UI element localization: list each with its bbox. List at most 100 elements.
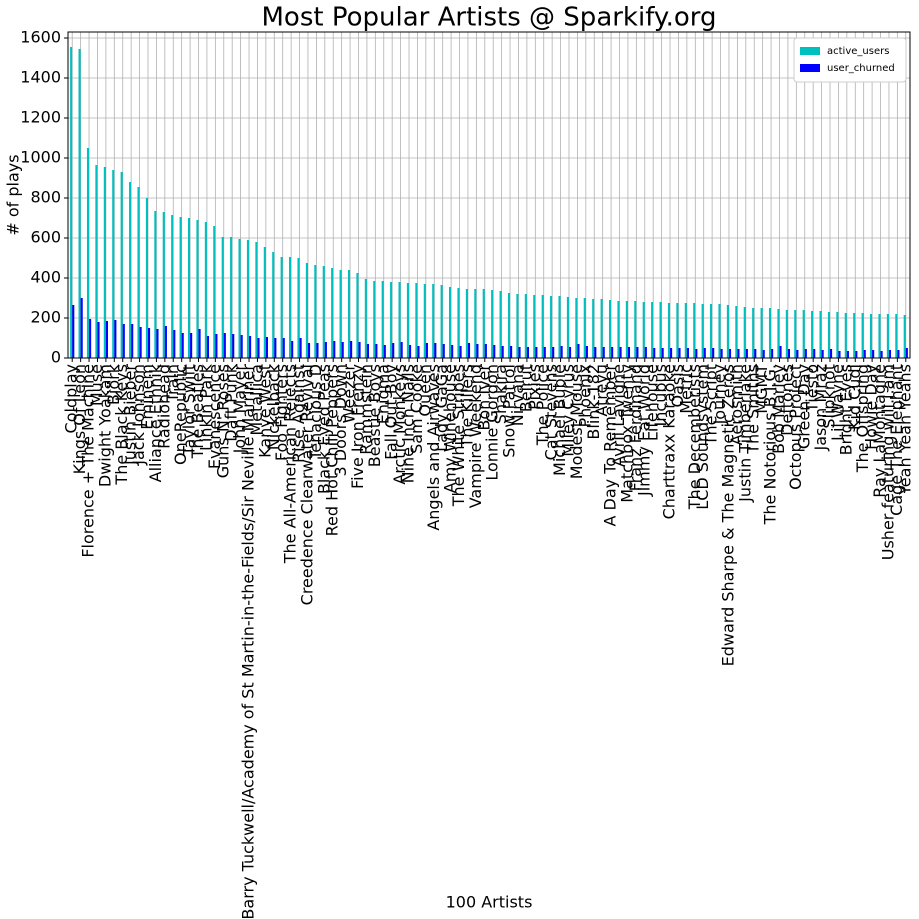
- bar: [289, 257, 292, 358]
- bar: [333, 341, 336, 358]
- bar: [600, 299, 603, 358]
- bar: [861, 313, 864, 358]
- y-tick-label: 1400: [20, 68, 61, 87]
- bar: [796, 350, 799, 358]
- x-tick-label: Angels and Airwaves: [424, 364, 443, 531]
- bar: [331, 268, 334, 358]
- bar: [120, 172, 123, 358]
- x-tick-label: The Smiths: [744, 364, 763, 455]
- x-tick-label: Five Iron Frenzy: [348, 364, 367, 489]
- x-tick-label: Slipknot: [820, 364, 839, 429]
- bar: [880, 351, 883, 358]
- bar: [678, 348, 681, 358]
- bar: [274, 338, 277, 358]
- bar: [550, 296, 553, 358]
- x-tick-label: Blink-182: [584, 364, 603, 440]
- bar: [804, 349, 807, 358]
- bar: [255, 242, 258, 358]
- bar: [213, 226, 216, 358]
- bar: [533, 295, 536, 358]
- bar: [474, 289, 477, 358]
- bar: [451, 345, 454, 358]
- bar: [187, 218, 191, 358]
- bar: [457, 288, 460, 358]
- y-tick-label: 400: [30, 268, 61, 287]
- bar: [728, 349, 732, 358]
- x-tick-label: Lonnie Gordon: [483, 364, 502, 481]
- x-tick-label: Jason Mraz: [811, 364, 830, 451]
- x-tick-label: Lady GaGa: [432, 364, 451, 452]
- bar: [375, 344, 378, 358]
- bar: [897, 350, 900, 358]
- bar: [147, 328, 151, 358]
- x-tick-label: Fall Out Boy: [382, 364, 401, 460]
- x-tick-label: The All-American Rejects: [281, 364, 300, 564]
- x-tick-label: Modest Mouse: [567, 364, 586, 479]
- bar: [602, 347, 605, 358]
- bar: [72, 305, 75, 358]
- x-tick-label: Taylor Swift: [180, 364, 199, 457]
- x-tick-label: Black Eyed Peas: [314, 364, 333, 494]
- bar: [341, 342, 344, 358]
- plot-frame: [67, 31, 911, 359]
- bar: [695, 349, 698, 358]
- legend-swatch: [800, 64, 820, 72]
- bar: [305, 263, 308, 358]
- bar: [670, 348, 673, 358]
- bar: [568, 347, 572, 358]
- bar: [350, 341, 353, 358]
- bar: [442, 344, 445, 358]
- bar: [95, 165, 98, 358]
- bar: [558, 296, 561, 358]
- x-tick-label: The Script: [702, 364, 721, 446]
- bar: [406, 283, 410, 358]
- bar: [196, 220, 199, 358]
- bar: [171, 215, 174, 358]
- x-tick-label: Oasis: [668, 364, 687, 408]
- bar: [190, 333, 193, 358]
- bar: [467, 343, 471, 358]
- bar: [440, 285, 443, 358]
- x-tick-label: Tiësto: [803, 364, 822, 413]
- x-tick-label: Sam Cooke: [407, 364, 426, 454]
- x-tick-label: Aerosmith: [727, 364, 746, 445]
- x-tick-label: Guns N' Roses: [213, 364, 232, 478]
- bar: [836, 312, 839, 358]
- bar: [524, 294, 527, 358]
- x-tick-label: Shakira: [491, 364, 510, 424]
- bar: [459, 346, 462, 358]
- bar: [173, 330, 176, 358]
- x-tick-label: Octopus Project: [786, 364, 805, 490]
- bar: [366, 344, 370, 358]
- bar: [787, 349, 791, 358]
- bar: [246, 240, 250, 358]
- y-tick-label: 1000: [20, 148, 61, 167]
- y-tick-label: 1600: [20, 28, 61, 47]
- bar: [771, 349, 774, 358]
- bar: [139, 327, 142, 358]
- bar: [282, 338, 285, 358]
- bar: [642, 302, 645, 358]
- bar: [432, 284, 435, 358]
- x-tick-label: Snow Patrol: [500, 364, 519, 458]
- bar: [905, 348, 908, 358]
- bar: [392, 343, 395, 358]
- bar: [752, 308, 755, 358]
- bar: [686, 348, 689, 358]
- bar: [112, 170, 115, 358]
- x-tick-label: Creedence Clearwater Revival: [297, 364, 316, 605]
- bar: [272, 252, 275, 358]
- bar: [785, 310, 788, 358]
- x-tick-label: Beirut: [516, 364, 535, 412]
- bar: [821, 350, 824, 358]
- bar: [855, 351, 858, 358]
- bar: [625, 301, 628, 358]
- x-tick-label: Phoenix: [575, 364, 594, 427]
- bar: [794, 310, 797, 358]
- bar: [249, 336, 252, 358]
- bar: [232, 334, 235, 358]
- bar: [347, 270, 351, 358]
- x-tick-label: Edward Sharpe & The Magnetic Zeros: [718, 364, 737, 666]
- bar: [434, 343, 437, 358]
- legend: active_users user_churned: [793, 37, 907, 83]
